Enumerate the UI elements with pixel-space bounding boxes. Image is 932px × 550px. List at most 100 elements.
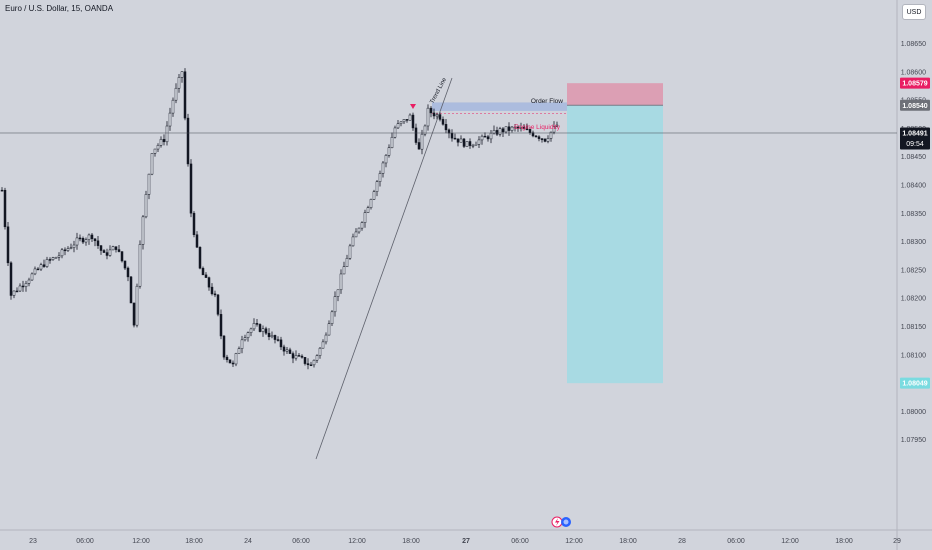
candle-body <box>315 355 319 361</box>
target-zone[interactable] <box>567 105 663 384</box>
candle-body <box>282 346 286 352</box>
candle-body <box>252 323 256 330</box>
stop-zone[interactable] <box>567 83 663 106</box>
candle-body <box>366 207 370 213</box>
time-tick-label: 06:00 <box>76 538 94 545</box>
time-tick-label: 06:00 <box>727 538 745 545</box>
candle-body <box>99 245 103 251</box>
candle-body <box>186 117 190 165</box>
countdown-label: 09:54 <box>906 141 924 148</box>
candle-body <box>489 132 493 140</box>
candle-body <box>450 132 454 139</box>
candle-body <box>423 125 427 135</box>
candle-body <box>114 246 118 250</box>
candle-body <box>183 71 187 119</box>
price-tick-label: 1.08200 <box>901 296 926 303</box>
signal-marker <box>410 104 416 109</box>
price-tick-label: 1.08450 <box>901 154 926 161</box>
candle-body <box>387 147 391 156</box>
price-tick-label: 1.07950 <box>901 437 926 444</box>
candle-body <box>345 257 349 267</box>
trend-line[interactable] <box>315 77 453 460</box>
candle-body <box>180 71 184 78</box>
candle-body <box>81 238 85 243</box>
candle-body <box>120 251 124 262</box>
candle-body <box>111 246 115 251</box>
candle-body <box>372 191 376 200</box>
candle-body <box>48 259 52 261</box>
candle-body <box>18 285 22 292</box>
candle-body <box>24 283 28 287</box>
candle-body <box>135 285 139 326</box>
candle-body <box>468 141 472 146</box>
candle-body <box>141 216 145 245</box>
order-flow-zone[interactable] <box>432 102 567 111</box>
time-tick-label: 27 <box>462 538 470 545</box>
candle-body <box>189 163 193 214</box>
candle-body <box>540 138 544 140</box>
candle-body <box>219 314 223 337</box>
candle-body <box>159 139 163 146</box>
candle-body <box>117 249 121 252</box>
candle-body <box>39 264 43 270</box>
candle-body <box>3 189 7 228</box>
time-tick-label: 28 <box>678 538 686 545</box>
candle-body <box>162 139 166 143</box>
candle-body <box>426 107 430 127</box>
candle-body <box>408 114 412 121</box>
candle-body <box>78 237 82 240</box>
price-badge-label: 1.08540 <box>902 103 927 110</box>
candle-body <box>165 125 169 143</box>
price-badge-label: 1.08049 <box>902 381 927 388</box>
candle-body <box>327 323 331 336</box>
candle-body <box>504 126 508 133</box>
symbol-title[interactable]: Euro / U.S. Dollar, 15, OANDA <box>5 4 114 13</box>
candle-body <box>129 276 133 304</box>
candle-body <box>303 357 307 364</box>
candle-body <box>204 274 208 278</box>
candle-body <box>477 139 481 145</box>
price-tick-label: 1.08400 <box>901 183 926 190</box>
candle-body <box>171 99 175 114</box>
candle-body <box>234 353 238 365</box>
candle-body <box>87 234 91 240</box>
time-tick-label: 06:00 <box>292 538 310 545</box>
candle-body <box>231 362 235 365</box>
candle-body <box>210 286 214 295</box>
time-tick-label: 12:00 <box>348 538 366 545</box>
candle-body <box>249 328 253 333</box>
candle-body <box>348 245 352 259</box>
price-tick-label: 1.08100 <box>901 352 926 359</box>
candle-body <box>153 148 157 154</box>
candle-body <box>0 189 4 192</box>
candle-body <box>297 355 301 357</box>
candle-body <box>438 114 442 120</box>
economic-event-dot-icon <box>563 519 569 525</box>
candle-body <box>213 293 217 296</box>
candle-body <box>243 337 247 341</box>
price-tick-label: 1.08300 <box>901 239 926 246</box>
price-badge <box>900 77 930 89</box>
candle-body <box>342 266 346 275</box>
candle-body <box>522 127 526 130</box>
price-badge-label: 1.08579 <box>902 81 927 88</box>
candle-body <box>63 249 67 252</box>
candle-body <box>381 162 385 174</box>
candle-body <box>528 129 532 133</box>
candle-body <box>96 240 100 246</box>
candle-body <box>42 264 46 267</box>
candle-body <box>483 135 487 138</box>
candle-body <box>534 135 538 138</box>
candle-body <box>288 349 292 354</box>
candle-body <box>72 244 76 248</box>
currency-button[interactable]: USD <box>902 4 926 20</box>
candle-body <box>285 349 289 352</box>
candle-body <box>57 255 61 258</box>
candle-body <box>507 126 511 131</box>
candle-body <box>549 131 553 139</box>
candle-body <box>459 138 463 143</box>
candle-body <box>471 144 475 147</box>
candle-body <box>324 334 328 343</box>
